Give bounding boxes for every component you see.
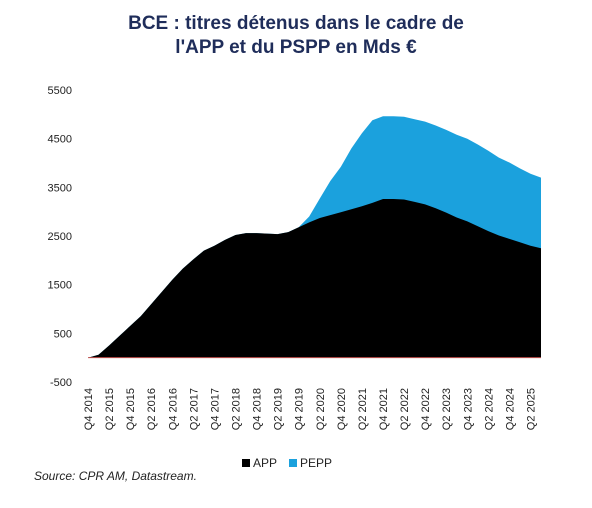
x-tick-label: Q2 2021	[357, 388, 369, 430]
x-tick-label: Q4 2018	[252, 388, 264, 430]
y-tick-label: 3500	[48, 182, 72, 194]
y-tick-label: 5500	[48, 85, 72, 97]
x-tick-label: Q4 2016	[167, 388, 179, 430]
x-tick-label: Q2 2016	[146, 388, 158, 430]
y-axis-ticks: 5500 4500 3500 2500 1500 500 -500	[48, 85, 72, 389]
x-tick-label: Q4 2015	[125, 388, 137, 430]
x-tick-label: Q2 2025	[526, 388, 538, 430]
y-tick-label: -500	[50, 377, 72, 389]
chart-title: BCE : titres détenus dans le cadre de l'…	[0, 12, 592, 60]
y-tick-label: 4500	[48, 134, 72, 146]
x-tick-label: Q2 2018	[231, 388, 243, 430]
chart-title-line-2: l'APP et du PSPP en Mds €	[175, 37, 417, 58]
y-tick-label: 500	[54, 328, 72, 340]
x-tick-label: Q4 2019	[294, 388, 306, 430]
x-tick-label: Q2 2024	[483, 388, 495, 430]
source-note: Source: CPR AM, Datastream.	[34, 469, 197, 483]
x-axis-ticks: Q4 2014 Q2 2015 Q4 2015 Q2 2016 Q4 2016 Q2 20…	[83, 388, 538, 430]
plot-area	[88, 116, 541, 359]
legend-swatch-app	[242, 459, 250, 467]
legend-swatch-pepp	[289, 459, 298, 467]
x-tick-label: Q4 2014	[83, 388, 95, 430]
x-tick-label: Q4 2017	[209, 388, 221, 430]
x-tick-label: Q4 2022	[420, 388, 432, 430]
x-tick-label: Q4 2021	[378, 388, 390, 430]
x-tick-label: Q2 2020	[315, 388, 327, 430]
chart-title-line-1: BCE : titres détenus dans le cadre de	[128, 13, 464, 34]
x-tick-label: Q4 2020	[336, 388, 348, 430]
x-tick-label: Q2 2023	[441, 388, 453, 430]
legend-item-pepp: PEPP	[289, 456, 332, 470]
x-tick-label: Q2 2015	[104, 388, 116, 430]
series-app-area	[88, 199, 541, 358]
y-tick-label: 2500	[48, 231, 72, 243]
x-tick-label: Q2 2019	[273, 388, 285, 430]
x-tick-label: Q2 2022	[399, 388, 411, 430]
x-tick-label: Q4 2023	[462, 388, 474, 430]
x-tick-label: Q4 2024	[504, 388, 516, 430]
legend: APP PEPP	[242, 456, 332, 470]
legend-label-app: APP	[253, 456, 278, 470]
y-tick-label: 1500	[48, 280, 72, 292]
legend-item-app: APP	[242, 456, 277, 470]
legend-label-pepp: PEPP	[300, 456, 333, 470]
x-tick-label: Q2 2017	[188, 388, 200, 430]
